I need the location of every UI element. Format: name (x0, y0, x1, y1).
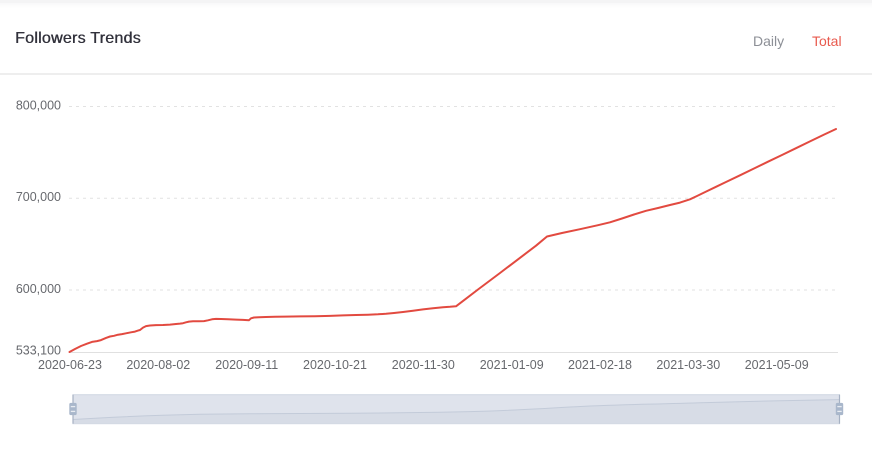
svg-text:2021-02-18: 2021-02-18 (568, 358, 632, 372)
svg-text:2020-08-02: 2020-08-02 (126, 358, 190, 372)
svg-text:2021-05-09: 2021-05-09 (745, 358, 809, 372)
svg-text:2021-03-30: 2021-03-30 (656, 358, 720, 372)
svg-text:2020-06-23: 2020-06-23 (38, 358, 102, 372)
svg-text:533,100: 533,100 (16, 344, 61, 358)
svg-text:700,000: 700,000 (16, 190, 61, 204)
svg-text:800,000: 800,000 (16, 99, 61, 113)
svg-text:2021-01-09: 2021-01-09 (480, 358, 544, 372)
svg-text:2020-09-11: 2020-09-11 (215, 358, 278, 372)
svg-text:600,000: 600,000 (16, 282, 61, 296)
svg-text:2020-10-21: 2020-10-21 (303, 358, 367, 372)
svg-text:2020-11-30: 2020-11-30 (392, 358, 455, 372)
